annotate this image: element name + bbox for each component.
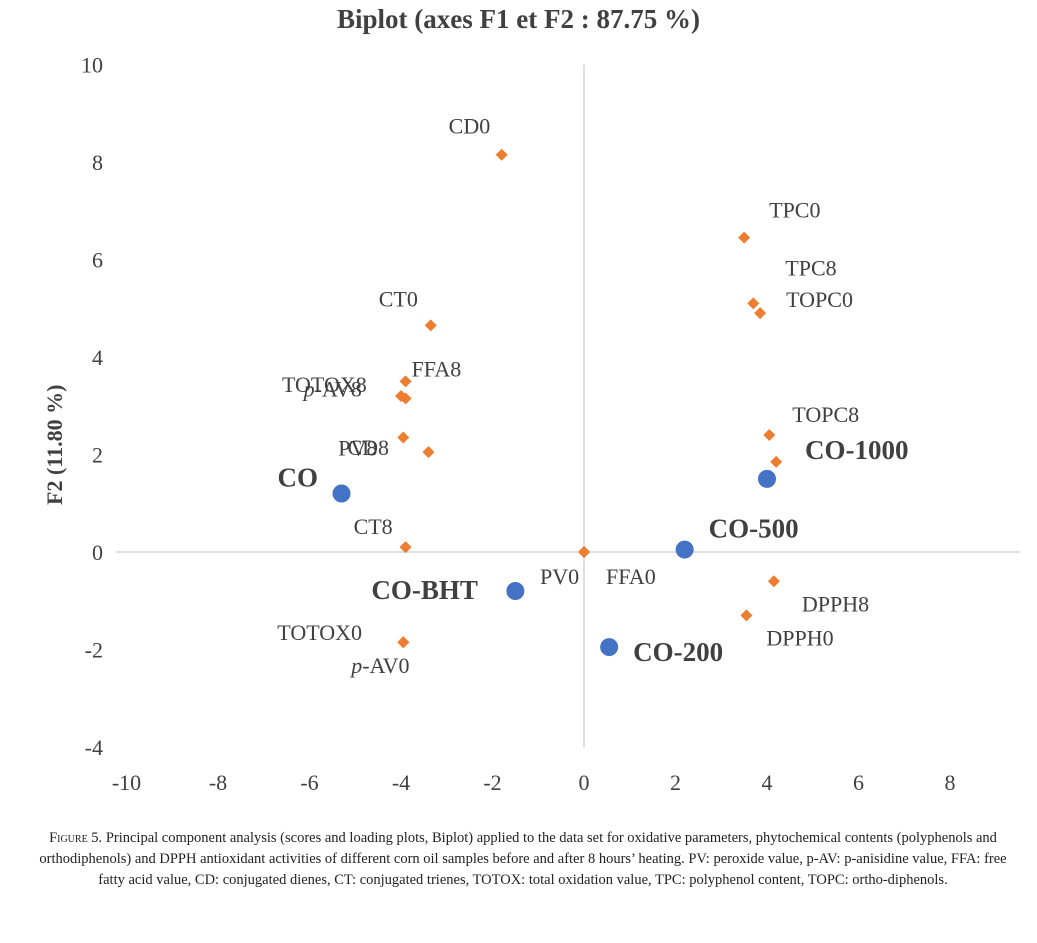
variable-point (747, 297, 760, 310)
y-tick-label: 0 (92, 540, 103, 565)
point-label: p-AV8 (302, 376, 362, 401)
x-tick-label: 6 (853, 770, 864, 795)
x-tick-label: -6 (300, 770, 318, 795)
point-label: TOTOX8 (282, 372, 367, 397)
variable-point (754, 307, 767, 320)
point-label: DPPH8 (802, 591, 869, 616)
observation-point (332, 484, 351, 503)
point-label: CO-500 (709, 514, 799, 544)
y-tick-label: 4 (92, 345, 103, 370)
point-label: TPC0 (769, 198, 820, 223)
variable-point (397, 431, 410, 444)
point-label: CO-BHT (371, 575, 478, 605)
point-label: TPC8 (785, 255, 836, 280)
point-label: DPPH0 (766, 625, 833, 650)
variable-point (740, 609, 753, 622)
point-label: FFA8 (412, 356, 462, 381)
variable-point (763, 429, 776, 441)
point-label: FFA0 (606, 564, 656, 589)
point-label: CD0 (449, 114, 491, 139)
variable-point (397, 636, 410, 649)
x-tick-label: -10 (112, 770, 141, 795)
x-tick-label: -8 (209, 770, 227, 795)
x-tick-label: -4 (392, 770, 410, 795)
observation-point (506, 582, 525, 600)
y-tick-label: -4 (85, 735, 103, 760)
y-tick-label: 2 (92, 443, 103, 468)
observation-point (600, 638, 619, 657)
axes-layer: -10 -8 -6 -4 -2 0 2 4 6 8 -4 -2 0 2 4 6 8 10 F2 (11.80 %) (42, 53, 1020, 795)
variable-point (424, 319, 437, 332)
point-label: CT8 (354, 514, 393, 539)
x-tick-label: 4 (762, 770, 773, 795)
variable-point (495, 148, 508, 161)
x-tick-label: -2 (483, 770, 501, 795)
figure-caption: Figure 5. Principal component analysis (… (28, 828, 1018, 891)
point-label: CT0 (379, 286, 418, 311)
variable-point (738, 231, 751, 244)
point-label: CO-200 (633, 637, 723, 667)
caption-prefix: Figure 5. (49, 830, 103, 846)
variable-point (399, 375, 412, 388)
variable-point (399, 392, 412, 405)
point-label: PV0 (540, 564, 579, 589)
variable-point (767, 575, 780, 588)
y-tick-label: 6 (92, 248, 103, 273)
point-label: TOPC8 (792, 402, 859, 427)
point-label: TOTOX0 (277, 620, 362, 645)
variable-point (399, 541, 412, 554)
variable-point (422, 446, 435, 459)
caption-text: Principal component analysis (scores and… (39, 830, 1007, 888)
point-label: TOPC0 (786, 287, 853, 312)
variable-point (770, 455, 783, 468)
point-label: CO-1000 (805, 435, 909, 465)
chart-title: Biplot (axes F1 et F2 : 87.75 %) (337, 4, 700, 34)
point-label: CO (278, 463, 319, 493)
y-tick-label: 10 (81, 53, 103, 78)
point-label: CD8 (347, 435, 389, 460)
x-tick-label: 0 (579, 770, 590, 795)
marks-layer (332, 148, 783, 657)
variable-point (578, 546, 590, 558)
observation-point (758, 469, 776, 488)
x-tick-label: 2 (670, 770, 681, 795)
y-tick-label: -2 (85, 638, 103, 663)
point-label: PV8 (338, 435, 377, 460)
observation-point (675, 540, 694, 559)
x-tick-label: 8 (945, 770, 956, 795)
y-tick-label: 8 (92, 150, 103, 175)
point-label: p-AV0 (349, 653, 409, 678)
y-axis-title: F2 (11.80 %) (42, 385, 67, 505)
